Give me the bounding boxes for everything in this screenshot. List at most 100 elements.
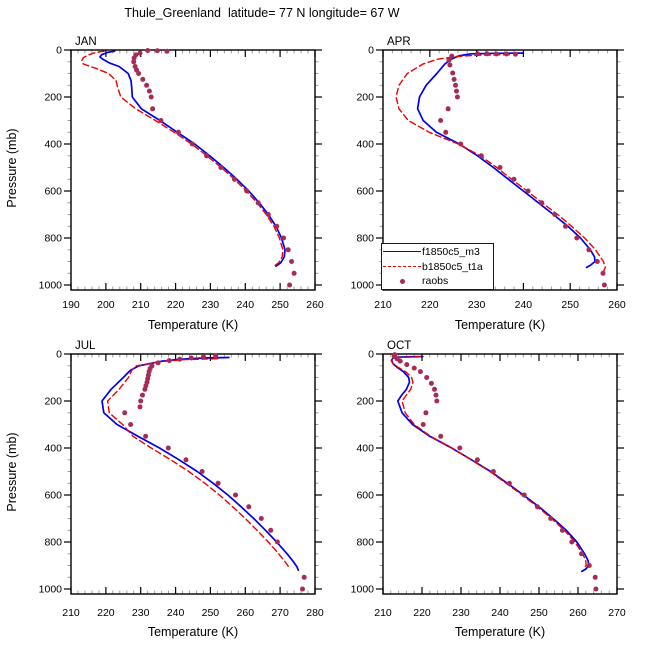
jan-x-axis-ticks: 190 200 210 220 230 240 250 260 xyxy=(62,50,324,311)
x-tick-label: 230 xyxy=(468,299,486,311)
legend-label: b1850c5_t1a xyxy=(422,260,483,273)
y-tick-label: 1000 xyxy=(351,280,375,292)
jan-month-label: JAN xyxy=(75,36,97,48)
y-tick-label: 0 xyxy=(368,45,374,57)
jul-x-axis-title: Temperature (K) xyxy=(148,625,238,639)
x-tick-label: 250 xyxy=(202,607,220,619)
y-tick-label: 800 xyxy=(44,537,62,549)
x-tick-label: 250 xyxy=(271,299,289,311)
apr-b1850c5_t1a-line xyxy=(395,54,606,272)
solid-blue-line-sample xyxy=(382,251,422,253)
x-tick-label: 210 xyxy=(132,299,150,311)
x-tick-label: 220 xyxy=(97,607,115,619)
y-tick-label: 400 xyxy=(44,443,62,455)
legend-item-b1850c5_t1a: b1850c5_t1a xyxy=(382,260,493,274)
y-tick-label: 400 xyxy=(44,139,62,151)
pressure-axis-title-top: Pressure (mb) xyxy=(5,128,19,207)
jan-raobs-dots xyxy=(131,48,297,288)
x-tick-label: 230 xyxy=(132,607,150,619)
figure-title: Thule_Greenland latitude= 77 N longitude… xyxy=(124,6,400,20)
apr-y-axis-ticks: 0 200 400 600 800 1000 xyxy=(351,45,624,292)
x-tick-label: 220 xyxy=(421,299,439,311)
y-tick-label: 0 xyxy=(368,349,374,361)
x-tick-label: 210 xyxy=(374,299,392,311)
x-tick-label: 230 xyxy=(202,299,220,311)
apr-plot-frame xyxy=(382,49,618,291)
oct-y-axis-ticks: 0 200 400 600 800 1000 xyxy=(351,349,624,596)
panel-JAN: 190 200 210 220 230 240 250 260 0 200 400 600 800 100… xyxy=(39,36,324,332)
jan-y-axis-ticks: 0 200 400 600 800 1000 xyxy=(39,45,322,292)
jul-month-label: JUL xyxy=(75,340,96,352)
x-tick-label: 250 xyxy=(561,299,579,311)
jul-b1850c5_t1a-line xyxy=(106,358,290,569)
apr-x-axis-title: Temperature (K) xyxy=(455,318,545,332)
y-tick-label: 600 xyxy=(44,490,62,502)
oct-raobs-dots xyxy=(391,352,599,592)
oct-x-axis-title: Temperature (K) xyxy=(455,625,545,639)
pressure-axis-title-bottom: Pressure (mb) xyxy=(5,432,19,511)
apr-month-label: APR xyxy=(387,36,411,48)
y-tick-label: 800 xyxy=(356,537,374,549)
x-tick-label: 260 xyxy=(608,299,626,311)
x-tick-label: 240 xyxy=(167,607,185,619)
jan-b1850c5_t1a-line xyxy=(81,50,284,267)
y-tick-label: 200 xyxy=(356,396,374,408)
x-tick-label: 230 xyxy=(452,607,470,619)
apr-raobs-dots xyxy=(438,51,607,288)
panel-JUL: 210 220 230 240 250 260 270 280 0 200 400 600 800 100… xyxy=(39,340,324,639)
x-tick-label: 270 xyxy=(608,607,626,619)
jul-x-axis-ticks: 210 220 230 240 250 260 270 280 xyxy=(62,354,324,619)
x-tick-label: 260 xyxy=(237,607,255,619)
oct-x-axis-ticks: 210 220 230 240 250 260 270 xyxy=(374,354,626,619)
apr-f1850c5_m3-line xyxy=(416,52,596,269)
legend-label: raobs xyxy=(422,275,449,288)
panel-OCT: 210 220 230 240 250 260 270 0 200 400 600 800 1000 OC… xyxy=(351,340,626,639)
y-tick-label: 1000 xyxy=(39,584,63,596)
jul-y-axis-ticks: 0 200 400 600 800 1000 xyxy=(39,349,322,596)
oct-f1850c5_m3-line xyxy=(390,355,590,573)
x-tick-label: 220 xyxy=(413,607,431,619)
x-tick-label: 260 xyxy=(306,299,324,311)
oct-plot-frame xyxy=(382,353,618,595)
x-tick-label: 240 xyxy=(515,299,533,311)
maroon-dot-sample xyxy=(382,278,422,284)
y-tick-label: 600 xyxy=(356,490,374,502)
x-tick-label: 260 xyxy=(569,607,587,619)
jan-plot-frame xyxy=(70,49,316,291)
y-tick-label: 200 xyxy=(44,396,62,408)
x-tick-label: 280 xyxy=(306,607,324,619)
y-tick-label: 200 xyxy=(356,92,374,104)
x-tick-label: 190 xyxy=(62,299,80,311)
legend-item-raobs: raobs xyxy=(382,274,493,288)
jul-raobs-dots xyxy=(122,353,307,592)
jan-f1850c5_m3-line xyxy=(99,50,286,268)
y-tick-label: 400 xyxy=(356,443,374,455)
oct-b1850c5_t1a-line xyxy=(390,356,587,569)
legend-label: f1850c5_m3 xyxy=(422,245,480,258)
jul-f1850c5_m3-line xyxy=(101,356,300,572)
legend-box: f1850c5_m3 b1850c5_t1a raobs xyxy=(381,243,494,290)
x-tick-label: 210 xyxy=(62,607,80,619)
y-tick-label: 600 xyxy=(356,186,374,198)
x-tick-label: 250 xyxy=(530,607,548,619)
x-tick-label: 240 xyxy=(491,607,509,619)
y-tick-label: 600 xyxy=(44,186,62,198)
y-tick-label: 400 xyxy=(356,139,374,151)
y-tick-label: 1000 xyxy=(39,280,63,292)
oct-month-label: OCT xyxy=(387,340,411,352)
x-tick-label: 270 xyxy=(271,607,289,619)
y-tick-label: 200 xyxy=(44,92,62,104)
dashed-red-line-sample xyxy=(382,266,422,267)
x-tick-label: 210 xyxy=(374,607,392,619)
y-tick-label: 0 xyxy=(56,45,62,57)
x-tick-label: 240 xyxy=(237,299,255,311)
x-tick-label: 220 xyxy=(167,299,185,311)
legend-item-f1850c5_m3: f1850c5_m3 xyxy=(382,245,493,259)
jan-x-axis-title: Temperature (K) xyxy=(148,318,238,332)
y-tick-label: 800 xyxy=(356,233,374,245)
y-tick-label: 800 xyxy=(44,233,62,245)
y-tick-label: 0 xyxy=(56,349,62,361)
y-tick-label: 1000 xyxy=(351,584,375,596)
